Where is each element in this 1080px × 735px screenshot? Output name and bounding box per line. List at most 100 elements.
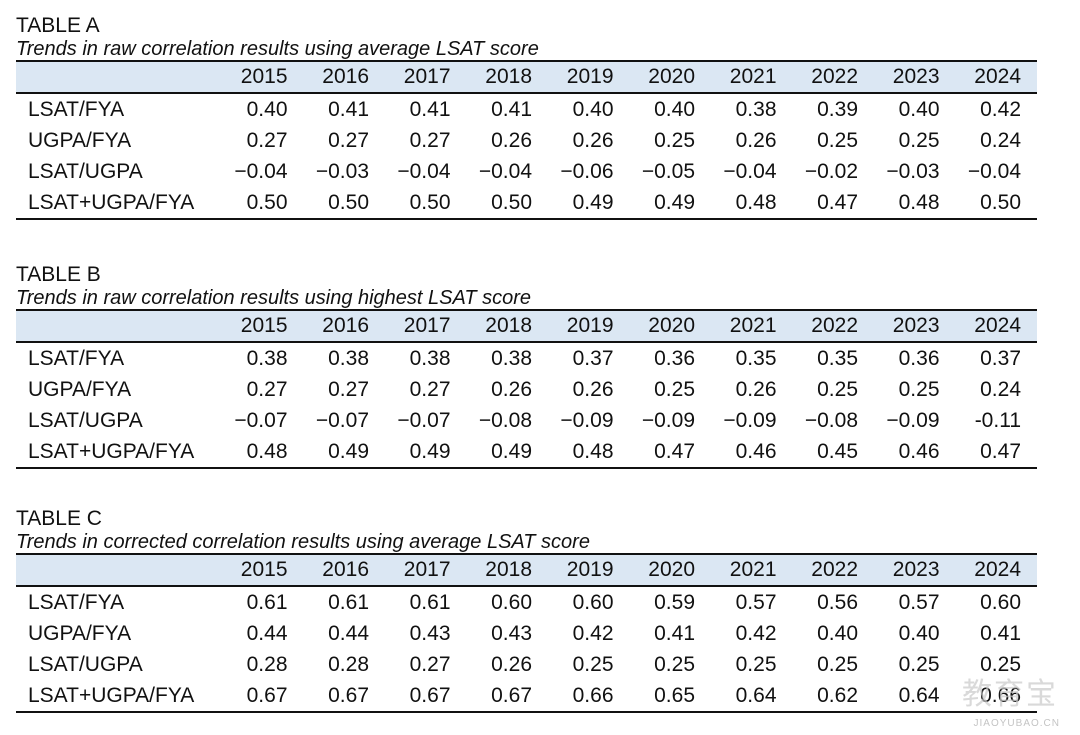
value-cell: 0.67 [303,680,385,713]
value-cell: 0.26 [572,128,614,152]
year-header-2016: 2016 [303,309,385,343]
value-cell: 0.38 [491,346,532,370]
value-cell: 0.25 [654,652,695,676]
value-cell: 0.57 [898,590,940,614]
value-cell: 0.43 [491,621,532,645]
header-blank-cell [16,60,222,94]
year-header-2019: 2019 [548,309,630,343]
value-cell: −0.04 [234,159,288,183]
year-header-2015: 2015 [222,309,304,343]
value-cell: 0.46 [711,436,793,469]
value-cell: 0.47 [792,187,874,220]
table-c-section: TABLE C Trends in corrected correlation … [16,507,1037,713]
year-header-2017: 2017 [385,60,467,94]
value-cell: 0.41 [654,621,695,645]
value-cell: −0.09 [886,408,940,432]
value-cell: 0.44 [328,621,369,645]
value-cell: 0.38 [246,346,288,370]
table-c-subtitle: Trends in corrected correlation results … [16,531,590,553]
value-cell: −0.04 [967,159,1021,183]
table-b: 2015 2016 2017 2018 2019 2020 2021 2022 2023 2024… [16,309,1037,469]
value-cell: 0.59 [654,590,695,614]
value-cell: 0.60 [980,590,1021,614]
watermark-logo: 教育宝 [962,678,1058,711]
value-cell: 0.49 [629,187,711,220]
year-header-2023: 2023 [874,309,956,343]
value-cell: −0.07 [315,408,369,432]
value-cell: 0.41 [980,621,1021,645]
value-cell: 0.64 [874,680,956,713]
value-cell: 0.43 [409,621,451,645]
table-row: LSAT/FYA 0.40 0.41 0.41 0.41 0.40 0.40 0.38 0.39… [16,93,1037,125]
value-cell: 0.44 [246,621,288,645]
row-label: UGPA/FYA [28,621,132,645]
year-header-2018: 2018 [466,60,548,94]
value-cell: 0.40 [654,97,695,121]
year-header-2022: 2022 [792,60,874,94]
value-cell: 0.25 [654,377,695,401]
year-header-2016: 2016 [303,60,385,94]
value-cell: 0.50 [222,187,304,220]
value-cell: 0.48 [548,436,630,469]
value-cell: 0.40 [898,621,940,645]
year-header-2024: 2024 [955,309,1037,343]
value-cell: 0.28 [328,652,369,676]
value-cell: −0.09 [641,408,695,432]
year-header-2015: 2015 [222,60,304,94]
value-cell: 0.42 [572,621,614,645]
year-header-2016: 2016 [303,553,385,587]
table-row: UGPA/FYA 0.27 0.27 0.27 0.26 0.26 0.25 0.26 0.25… [16,374,1037,405]
year-header-2021: 2021 [711,60,793,94]
value-cell: 0.25 [817,377,858,401]
value-cell: 0.38 [328,346,369,370]
value-cell: 0.57 [735,590,777,614]
table-b-title: TABLE B [16,263,101,286]
value-cell: −0.07 [397,408,451,432]
value-cell: 0.62 [792,680,874,713]
table-header-row: 2015 2016 2017 2018 2019 2020 2021 2022 2023 2024 [16,309,1037,343]
value-cell: 0.49 [466,436,548,469]
value-cell: -0.11 [974,408,1021,432]
value-cell: 0.66 [548,680,630,713]
value-cell: 0.47 [629,436,711,469]
value-cell: 0.50 [303,187,385,220]
value-cell: 0.35 [735,346,777,370]
value-cell: 0.50 [955,187,1037,220]
year-header-2020: 2020 [629,60,711,94]
year-header-2018: 2018 [466,553,548,587]
value-cell: 0.50 [466,187,548,220]
header-blank-cell [16,553,222,587]
value-cell: 0.25 [898,128,940,152]
year-header-2023: 2023 [874,553,956,587]
table-c-title: TABLE C [16,507,102,530]
table-b-subtitle: Trends in raw correlation results using … [16,287,532,309]
row-label: LSAT+UGPA/FYA [16,187,222,220]
value-cell: 0.25 [572,652,614,676]
table-row: LSAT/UGPA −0.04 −0.03 −0.04 −0.04 −0.06 −0.05 −… [16,156,1037,187]
row-label: LSAT/FYA [28,97,125,121]
value-cell: 0.61 [246,590,288,614]
year-header-2019: 2019 [548,60,630,94]
year-header-2020: 2020 [629,553,711,587]
table-row: UGPA/FYA 0.27 0.27 0.27 0.26 0.26 0.25 0.26 0.25… [16,125,1037,156]
value-cell: −0.06 [560,159,614,183]
value-cell: −0.05 [641,159,695,183]
value-cell: 0.26 [491,377,532,401]
value-cell: 0.26 [572,377,614,401]
year-header-2021: 2021 [711,309,793,343]
value-cell: 0.40 [246,97,288,121]
value-cell: 0.39 [817,97,858,121]
value-cell: 0.24 [980,377,1021,401]
value-cell: 0.66 [955,680,1037,713]
value-cell: 0.25 [898,652,940,676]
value-cell: 0.26 [735,377,777,401]
value-cell: 0.67 [222,680,304,713]
value-cell: 0.49 [548,187,630,220]
value-cell: −0.03 [315,159,369,183]
value-cell: −0.07 [234,408,288,432]
table-c: 2015 2016 2017 2018 2019 2020 2021 2022 2023 2024… [16,553,1037,713]
value-cell: 0.25 [654,128,695,152]
value-cell: 0.47 [955,436,1037,469]
value-cell: 0.65 [629,680,711,713]
row-label: UGPA/FYA [28,128,132,152]
